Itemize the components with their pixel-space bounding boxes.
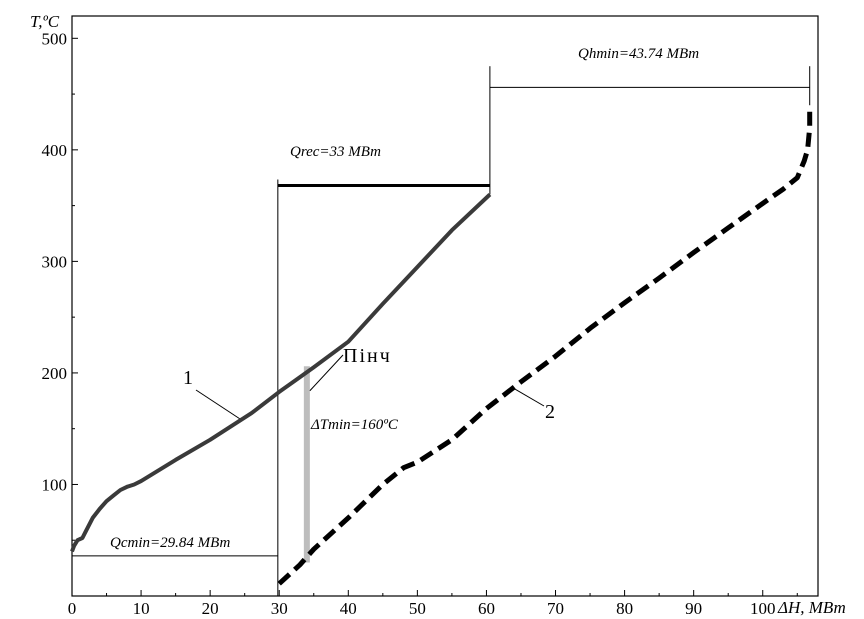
plot-frame [71, 15, 819, 597]
y-tick-label: 100 [42, 475, 68, 494]
y-tick-label: 400 [42, 141, 68, 160]
curve-2-leader [513, 388, 545, 407]
x-tick-label: 100 [750, 599, 776, 618]
dt-min-label: ΔTmin=160ºC [310, 417, 399, 433]
pinch-label: Пінч [343, 345, 392, 367]
series-1-line [70, 193, 492, 553]
q-rec-label: Qrec=33 МВт [290, 144, 381, 160]
annotation-guides [72, 66, 811, 596]
x-tick-label: 10 [133, 599, 150, 618]
curve-1-leader [195, 389, 242, 421]
axis-ticks: 0 10 20 30 40 50 60 70 80 90 100 100 200 300 400 500 [42, 29, 798, 618]
pinch-leader [309, 354, 344, 392]
y-tick-label: 200 [42, 364, 68, 383]
x-tick-label: 70 [547, 599, 564, 618]
y-tick-label: 300 [42, 252, 68, 271]
x-tick-label: 40 [340, 599, 357, 618]
q-cmin-label: Qcmin=29.84 МВт [110, 535, 230, 551]
curve-label-2: 2 [545, 401, 555, 423]
x-tick-label: 60 [478, 599, 495, 618]
x-tick-label: 90 [685, 599, 702, 618]
x-tick-label: 50 [409, 599, 426, 618]
curve-label-1: 1 [183, 367, 193, 389]
y-tick-label: 500 [42, 29, 68, 48]
x-axis-label: ΔH, МВт [777, 598, 846, 617]
series-2-line [277, 105, 813, 586]
x-tick-label: 0 [68, 599, 77, 618]
x-tick-label: 20 [202, 599, 219, 618]
y-axis-label: T,ºC [30, 12, 60, 31]
x-tick-label: 80 [616, 599, 633, 618]
curves [70, 105, 813, 586]
x-tick-label: 30 [271, 599, 288, 618]
q-hmin-label: Qhmin=43.74 МВт [578, 46, 699, 62]
